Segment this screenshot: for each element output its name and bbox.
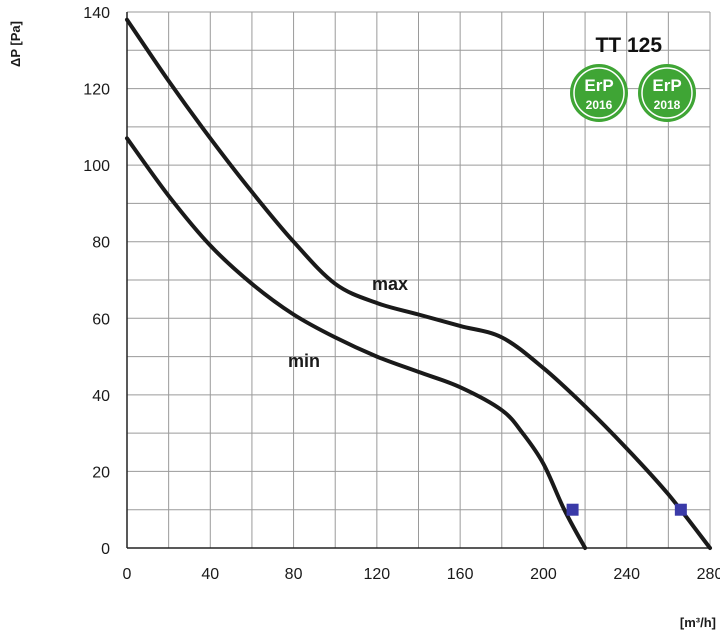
erp-badge-2016-ring <box>573 67 625 119</box>
erp-badge-2016: ErP 2016 <box>570 64 628 122</box>
y-tick-label: 60 <box>92 311 110 328</box>
y-tick-label: 80 <box>92 235 110 252</box>
x-tick-label: 120 <box>364 566 391 583</box>
y-tick-label: 20 <box>92 464 110 481</box>
erp-badge-2018: ErP 2018 <box>638 64 696 122</box>
x-tick-label: 280 <box>697 566 720 583</box>
y-tick-label: 0 <box>101 541 110 558</box>
y-tick-label: 40 <box>92 388 110 405</box>
marker-min <box>566 503 579 516</box>
curve-min <box>125 136 588 550</box>
y-tick-labels: 0 20 40 60 80 100 120 140 <box>83 5 110 558</box>
x-tick-label: 80 <box>285 566 303 583</box>
x-tick-label: 160 <box>447 566 474 583</box>
curves <box>125 17 712 550</box>
erp-badge-2018-ring <box>641 67 693 119</box>
erp-badge-2016-circle <box>570 64 628 122</box>
erp-badge-2018-year: 2018 <box>654 98 681 112</box>
x-axis-label: [m³/h] <box>680 615 716 630</box>
x-tick-label: 240 <box>613 566 640 583</box>
curve-max <box>125 17 712 550</box>
y-axis-label: ΔP [Pa] <box>8 21 23 67</box>
operating-point-markers <box>566 503 687 516</box>
erp-badge-2018-circle <box>638 64 696 122</box>
x-tick-label: 0 <box>123 566 132 583</box>
x-tick-label: 40 <box>201 566 219 583</box>
y-tick-label: 120 <box>83 82 110 99</box>
erp-badge-2016-label: ErP <box>584 76 613 95</box>
curve-label-min: min <box>288 351 320 371</box>
x-tick-label: 200 <box>530 566 557 583</box>
curve-labels: max min <box>288 274 408 371</box>
erp-badge-2016-year: 2016 <box>586 98 613 112</box>
y-tick-label: 100 <box>83 158 110 175</box>
chart-title: TT 125 <box>595 34 662 57</box>
axes <box>126 12 710 549</box>
grid-lines <box>127 11 711 548</box>
erp-badge-2018-label: ErP <box>652 76 681 95</box>
x-tick-labels: 0 40 80 120 160 200 240 280 <box>123 566 720 583</box>
marker-max <box>674 503 687 516</box>
y-tick-label: 140 <box>83 5 110 22</box>
curve-label-max: max <box>372 274 408 294</box>
